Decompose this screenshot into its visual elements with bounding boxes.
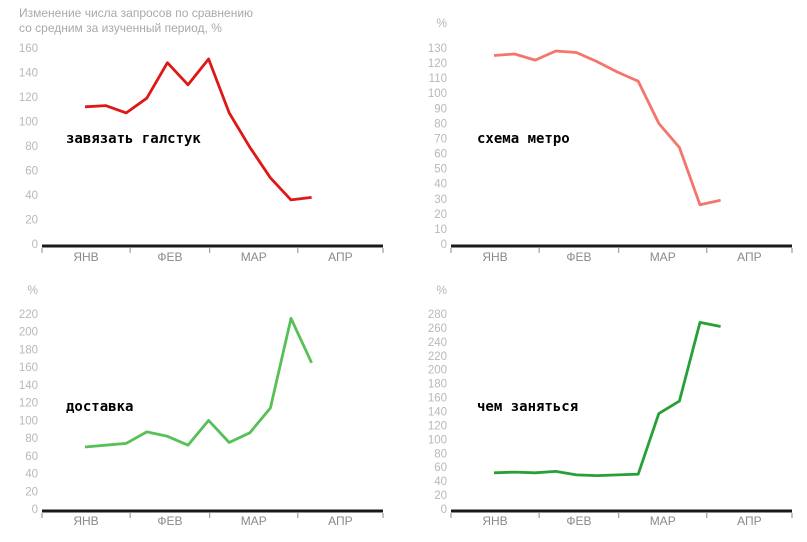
y-axis-tick-label: 100 <box>19 117 38 129</box>
x-axis-month-label: ФЕВ <box>157 514 182 528</box>
y-axis-tick-label: 220 <box>19 309 38 321</box>
y-axis-tick-label: 100 <box>19 415 38 427</box>
x-axis-month-label: АПР <box>737 514 762 528</box>
y-axis-tick-label: 60 <box>434 462 447 474</box>
y-axis-tick-label: 80 <box>25 141 38 153</box>
y-axis-tick-label: 20 <box>434 209 447 221</box>
x-axis-month-label: ЯНВ <box>73 250 98 264</box>
x-axis-month-label: МАР <box>241 514 267 528</box>
y-axis-tick-label: 40 <box>434 179 447 191</box>
y-axis-tick-label: 80 <box>434 448 447 460</box>
y-axis-tick-label: 40 <box>434 476 447 488</box>
line-chart-canvas: 0 20 40 60 80 100 120 140 160 180 200 220 ЯНВ ФЕВ МАР А… <box>19 309 384 528</box>
data-line <box>84 57 312 202</box>
line-chart-canvas: 0 10 20 30 40 50 60 70 80 90 100 110 120 130 ЯНВ ФЕВ МАР… <box>428 43 793 264</box>
y-axis-tick-label: 140 <box>19 68 38 80</box>
y-axis-tick-label: 160 <box>19 362 38 374</box>
y-axis-tick-label: 50 <box>434 164 447 176</box>
series-query-label: доставка <box>66 399 134 415</box>
y-axis-tick-label: 40 <box>25 469 38 481</box>
y-axis-tick-label: 160 <box>428 393 447 405</box>
y-axis-tick-label: 0 <box>32 504 38 516</box>
y-axis-tick-label: 180 <box>19 345 38 357</box>
y-axis-tick-label: 60 <box>25 166 38 178</box>
y-axis-unit-label: % <box>27 283 38 297</box>
x-axis-month-label: ЯНВ <box>73 514 98 528</box>
y-axis-tick-label: 140 <box>19 380 38 392</box>
y-axis-unit-label: % <box>436 16 447 30</box>
y-axis-tick-label: 30 <box>434 194 447 206</box>
y-axis-tick-label: 20 <box>434 490 447 502</box>
y-axis-tick-label: 100 <box>428 88 447 100</box>
x-axis-month-label: МАР <box>650 514 676 528</box>
x-axis-month-label: АПР <box>328 514 353 528</box>
y-axis-tick-label: 120 <box>19 92 38 104</box>
x-axis-month-label: МАР <box>241 250 267 264</box>
y-axis-tick-label: 280 <box>428 309 447 321</box>
y-axis-tick-label: 70 <box>434 134 447 146</box>
chart-panel-dostavka: % 0 20 40 60 80 100 120 140 160 180 200 220 ЯНВ ФЕВ МА… <box>0 272 403 542</box>
x-axis-month-label: ФЕВ <box>566 514 591 528</box>
y-axis-tick-label: 20 <box>25 215 38 227</box>
y-axis-tick-label: 220 <box>428 351 447 363</box>
chart-panel-shema-metro: % 0 10 20 30 40 50 60 70 80 90 100 110 120 130 ЯНВ ФЕВ М… <box>409 0 807 271</box>
y-axis-tick-label: 130 <box>428 43 447 55</box>
y-axis-tick-label: 100 <box>428 434 447 446</box>
y-axis-tick-label: 120 <box>19 398 38 410</box>
chart-panel-chem-zanyatsya: % 0 20 40 60 80 100 120 140 160 180 200 220 240 260 28… <box>409 272 807 542</box>
y-axis-tick-label: 60 <box>25 451 38 463</box>
data-line <box>493 49 721 207</box>
y-axis-tick-label: 180 <box>428 379 447 391</box>
y-axis-tick-label: 200 <box>19 327 38 339</box>
chart-axis-title-line1: Изменение числа запросов по сравнению <box>19 6 254 20</box>
x-axis-month-label: ФЕВ <box>566 250 591 264</box>
y-axis-tick-label: 80 <box>25 433 38 445</box>
y-axis-tick-label: 260 <box>428 323 447 335</box>
x-axis-month-label: АПР <box>328 250 353 264</box>
data-line <box>84 317 313 449</box>
y-axis-tick-label: 90 <box>434 103 447 115</box>
y-axis-tick-label: 20 <box>25 486 38 498</box>
y-axis-tick-label: 80 <box>434 118 447 130</box>
y-axis-tick-label: 140 <box>428 407 447 419</box>
y-axis-tick-label: 120 <box>428 420 447 432</box>
x-axis-month-label: ФЕВ <box>157 250 182 264</box>
y-axis-tick-label: 0 <box>441 504 447 516</box>
y-axis-tick-label: 10 <box>434 224 447 236</box>
chart-axis-title-line2: со средним за изученный период, % <box>19 21 222 35</box>
y-axis-tick-label: 160 <box>19 43 38 55</box>
series-query-label: схема метро <box>477 131 570 147</box>
chart-axis-title: Изменение числа запросов по сравнению со… <box>19 6 253 36</box>
line-chart-canvas: 0 20 40 60 80 100 120 140 160 ЯНВ ФЕВ МАР АПР <box>19 43 384 264</box>
y-axis-tick-label: 60 <box>434 149 447 161</box>
y-axis-tick-label: 110 <box>429 73 447 85</box>
series-query-label: завязать галстук <box>66 131 201 147</box>
x-axis-month-label: ЯНВ <box>482 250 507 264</box>
x-axis-month-label: МАР <box>650 250 676 264</box>
x-axis-month-label: АПР <box>737 250 762 264</box>
y-axis-tick-label: 0 <box>441 239 447 251</box>
x-axis-month-label: ЯНВ <box>482 514 507 528</box>
chart-panel-zavyazat-galstuk: Изменение числа запросов по сравнению со… <box>0 0 403 271</box>
y-axis-tick-label: 0 <box>32 239 38 251</box>
y-axis-tick-label: 240 <box>428 337 447 349</box>
y-axis-tick-label: 200 <box>428 365 447 377</box>
y-axis-tick-label: 120 <box>428 58 447 70</box>
data-line <box>493 321 721 478</box>
series-query-label: чем заняться <box>477 399 579 415</box>
y-axis-unit-label: % <box>436 283 447 297</box>
y-axis-tick-label: 40 <box>25 190 38 202</box>
